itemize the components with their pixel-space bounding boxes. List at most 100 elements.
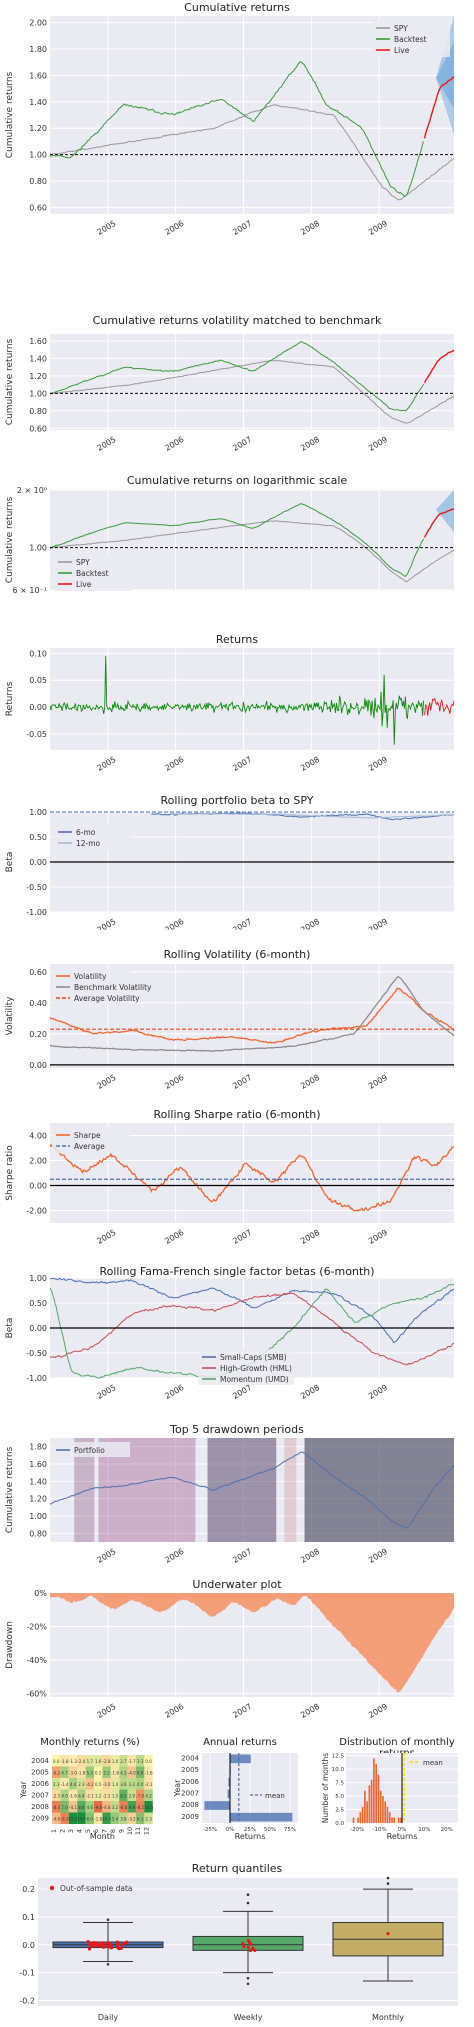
heatmap-cell <box>52 1766 61 1778</box>
oos-point <box>386 1932 390 1936</box>
y-tick-label: 1.00 <box>29 1274 47 1283</box>
heatmap-cell <box>110 1801 120 1813</box>
y-tick-label: 6 × 10⁻¹ <box>13 586 48 595</box>
x-tick-label: 2006 <box>163 1547 185 1565</box>
monthly-returns-heatmap: 2004 0.0 -1.8 -1.3 -2.4 1.7 1.6 -2.8 1.0 2.7 -1.7 3… <box>19 1753 458 1841</box>
y-tick-label: 1.20 <box>29 124 47 133</box>
x-tick-label: 2008 <box>299 219 321 237</box>
x-tick-label: 2006 <box>163 435 185 453</box>
cell-value: 4.0 <box>137 1782 144 1787</box>
panel-title: Return quantiles <box>191 1862 283 1875</box>
histogram-bar <box>386 1806 389 1823</box>
heatmap-cell <box>94 1755 103 1767</box>
cell-value: 2.3 <box>53 1782 60 1787</box>
y-tick-label: 1.60 <box>29 71 47 80</box>
heatmap-cell <box>60 1801 69 1813</box>
x-tick-label: 2007 <box>231 1073 253 1091</box>
y-tick-label: 1.60 <box>29 337 47 346</box>
annual-bar <box>228 1777 230 1787</box>
heatmap-cell <box>102 1801 111 1813</box>
histogram-bar <box>397 1817 400 1823</box>
y-tick-label: -0.50 <box>26 883 47 892</box>
y-tick-label: -1.00 <box>26 908 47 917</box>
x-tick-label: 2005 <box>95 1547 117 1565</box>
cell-value: 2.9 <box>129 1794 136 1799</box>
cell-value: 1.4 <box>112 1782 119 1787</box>
x-tick-label: 2006 <box>163 755 185 773</box>
year-label: 2004 <box>31 1757 49 1765</box>
x-tick-label: Weekly <box>234 2013 263 2022</box>
heatmap-cell <box>110 1812 120 1824</box>
heatmap-cell <box>60 1812 69 1824</box>
year-label: 2008 <box>31 1803 49 1811</box>
cell-value: 5.4 <box>112 1817 119 1822</box>
heatmap-cell <box>85 1789 94 1801</box>
p5-legend <box>54 824 132 850</box>
heatmap-cell <box>136 1778 145 1790</box>
x-tick-label: -20% <box>350 1827 364 1833</box>
benchmark-volatility-line <box>49 976 455 1052</box>
panel-title: Returns <box>215 633 259 646</box>
month-label: 5 <box>84 1829 92 1833</box>
x-tick-label: 2008 <box>299 1702 321 1720</box>
y-tick-label: 0.00 <box>29 858 47 867</box>
cell-value: -8.4 <box>52 1805 60 1810</box>
histogram-bar <box>384 1801 387 1823</box>
drawdown-periods-chart: 0.80 1.00 1.20 1.40 1.60 1.80 2005 2006 2007 2008… <box>5 1438 455 1565</box>
x-tick-label: 2006 <box>163 917 185 930</box>
x-tick-label: 2008 <box>299 435 321 453</box>
log-scale-panel: Cumulative returns on logarithmic scale … <box>0 470 474 610</box>
y-tick-label: 1.00 <box>29 151 47 160</box>
y-axis-label: Cumulative returns <box>5 338 15 425</box>
annual-bar <box>230 1812 293 1822</box>
cumulative-returns-chart: 0.60 0.80 1.00 1.20 1.40 1.60 1.80 2.00 2005 2006… <box>5 16 455 237</box>
x-tick-label: 2009 <box>367 1547 389 1565</box>
y-axis-label: Returns <box>5 681 15 716</box>
return-quantiles-panel: Return quantiles -0.2 -0.1 0.0 0.1 0.2 Daily W… <box>0 1852 474 2027</box>
heatmap-cell <box>77 1801 86 1813</box>
cell-value: -1.6 <box>145 1771 153 1776</box>
x-tick-label: 2005 <box>95 435 117 453</box>
cell-value: -1.8 <box>77 1771 85 1776</box>
spy-line <box>49 359 455 424</box>
y-tick-label: -0.1 <box>19 1969 35 1978</box>
y-tick-label: 5.0 <box>335 1794 344 1800</box>
y-tick-label: 0.80 <box>29 1529 47 1538</box>
y-axis-label: Year <box>173 1779 182 1798</box>
x-axis-label: Month <box>90 1832 115 1841</box>
month-label: 8 <box>109 1829 117 1833</box>
returns-chart: -0.05 0.00 0.05 0.10 2005 2006 2007 2008 2009 Ret… <box>5 648 455 773</box>
oos-point <box>248 1948 253 1953</box>
year-label: 2007 <box>181 1790 199 1798</box>
histogram-bar <box>361 1806 364 1823</box>
oos-point <box>86 1939 90 1944</box>
legend-label: Average Volatility <box>74 994 140 1003</box>
x-tick-label: 2009 <box>367 1702 389 1720</box>
y-tick-label: 0% <box>34 1589 47 1598</box>
x-tick-label: 2005 <box>95 755 117 773</box>
rolling-beta-panel: Rolling portfolio beta to SPY -1.00 -0.50… <box>0 790 474 930</box>
cell-value: -4.1 <box>69 1805 77 1810</box>
cell-value: 4.0 <box>61 1794 68 1799</box>
y-tick-label: -60% <box>26 1690 47 1699</box>
panel-title: Cumulative returns on logarithmic scale <box>126 474 348 487</box>
cell-value: 7.0 <box>61 1805 68 1810</box>
y-tick-label: 1.60 <box>29 1460 47 1469</box>
x-tick-label: 2006 <box>163 219 185 237</box>
y-tick-label: 1.40 <box>29 1477 47 1486</box>
heatmap-cell <box>144 1812 153 1824</box>
live-line <box>423 349 455 384</box>
heatmap-cell <box>119 1755 128 1767</box>
p7-legend <box>52 1127 130 1153</box>
y-tick-label: 2.5 <box>335 1808 344 1814</box>
cell-value: 5.2 <box>103 1771 110 1776</box>
fama-french-panel: Rolling Fama-French single factor betas … <box>0 1262 474 1412</box>
x-tick-label: 2006 <box>163 1228 185 1246</box>
forecast-cone <box>436 490 454 533</box>
heatmap-cell <box>127 1812 136 1824</box>
x-tick-label: 2008 <box>299 755 321 773</box>
x-tick-label: 20% <box>441 1827 453 1833</box>
heatmap-cell <box>52 1755 61 1767</box>
cell-value: 6.0 <box>87 1817 94 1822</box>
cell-value: 3.3 <box>137 1759 144 1764</box>
